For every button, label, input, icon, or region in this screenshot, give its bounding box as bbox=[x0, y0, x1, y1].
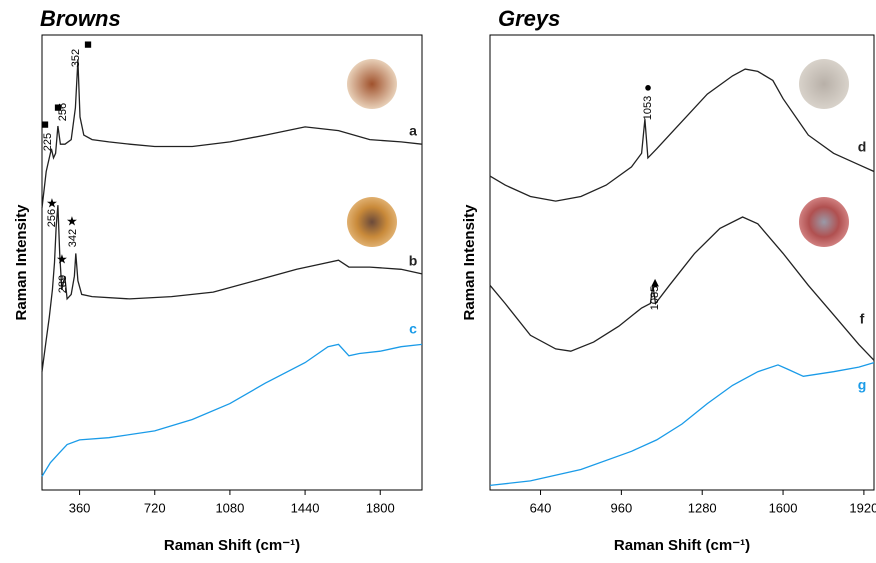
spectrum-line bbox=[489, 361, 875, 487]
spectrum-line bbox=[41, 343, 423, 477]
x-tick-label: 1920 bbox=[849, 500, 876, 515]
curve-label: g bbox=[858, 377, 867, 393]
spectrum-line bbox=[489, 68, 875, 202]
peak-marker: ▲ bbox=[649, 274, 662, 289]
plot-frame bbox=[41, 34, 423, 491]
spectrum-line bbox=[489, 216, 875, 361]
x-tick-label: 1800 bbox=[366, 500, 395, 515]
peak-label: 225 bbox=[42, 133, 54, 151]
x-tick-label: 720 bbox=[144, 500, 166, 515]
peak-label: 1085 bbox=[649, 286, 661, 310]
chart-title: Browns bbox=[40, 6, 121, 31]
chart-title: Greys bbox=[498, 6, 560, 31]
x-axis-label: Raman Shift (cm⁻¹) bbox=[614, 537, 750, 554]
plot-frame bbox=[489, 34, 875, 491]
sample-photo bbox=[347, 197, 397, 247]
curve-label: c bbox=[409, 321, 417, 337]
x-tick-label: 960 bbox=[611, 500, 633, 515]
peak-marker: ★ bbox=[46, 195, 58, 210]
spectrum-line bbox=[41, 59, 423, 208]
x-tick-label: 1600 bbox=[769, 500, 798, 515]
peak-marker: ★ bbox=[56, 251, 68, 266]
y-axis-label: Raman Intensity bbox=[13, 204, 30, 321]
x-tick-label: 640 bbox=[530, 500, 552, 515]
peak-label: 342 bbox=[67, 229, 79, 247]
peak-marker: ■ bbox=[54, 99, 62, 114]
x-tick-label: 1280 bbox=[688, 500, 717, 515]
curve-label: f bbox=[860, 311, 865, 327]
peak-marker: ■ bbox=[41, 116, 49, 131]
sample-photo bbox=[799, 59, 849, 109]
curve-label: d bbox=[858, 139, 867, 155]
curve-label: a bbox=[409, 123, 417, 139]
y-axis-label: Raman Intensity bbox=[461, 204, 478, 321]
sample-photo bbox=[347, 59, 397, 109]
peak-label: 1053 bbox=[642, 96, 654, 120]
peak-label: 352 bbox=[70, 49, 82, 67]
peak-label: 289 bbox=[57, 275, 69, 293]
peak-marker: ★ bbox=[66, 213, 78, 228]
sample-photo bbox=[799, 197, 849, 247]
peak-marker: ● bbox=[644, 79, 652, 94]
x-tick-label: 1080 bbox=[215, 500, 244, 515]
peak-marker: ■ bbox=[84, 36, 92, 51]
x-tick-label: 1440 bbox=[291, 500, 320, 515]
x-axis-label: Raman Shift (cm⁻¹) bbox=[164, 537, 300, 554]
peak-label: 256 bbox=[57, 103, 69, 121]
curve-label: b bbox=[409, 253, 418, 269]
peak-label: 256 bbox=[46, 209, 58, 227]
x-tick-label: 360 bbox=[69, 500, 91, 515]
spectrum-line bbox=[41, 205, 423, 372]
